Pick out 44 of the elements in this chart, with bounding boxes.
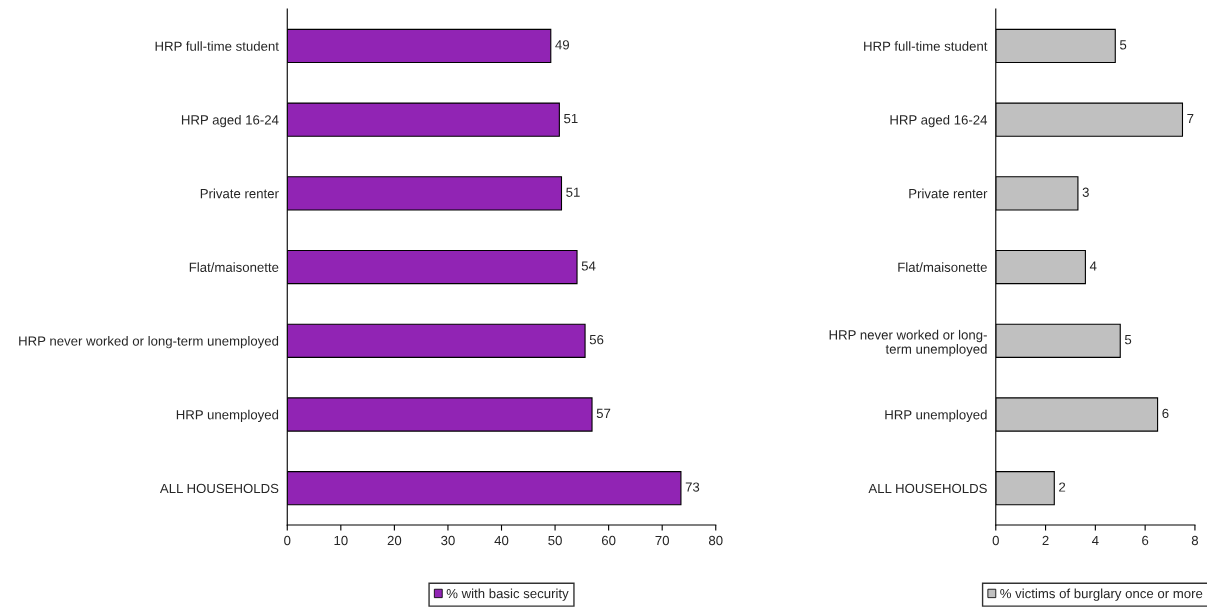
y-tick-label: HRP unemployed bbox=[176, 409, 279, 423]
y-tick-label: ALL HOUSEHOLDS bbox=[159, 483, 279, 494]
data-label: 51 bbox=[564, 114, 578, 124]
x-tick-label: 2 bbox=[1042, 535, 1049, 546]
data-label: 7 bbox=[1187, 114, 1194, 124]
data-label: 5 bbox=[1124, 335, 1132, 345]
data-label: 51 bbox=[566, 187, 580, 197]
data-label: 6 bbox=[1162, 408, 1169, 419]
y-tick-label: HRP aged 16-24 bbox=[181, 114, 279, 128]
data-label: 57 bbox=[596, 408, 611, 419]
x-tick-label: 0 bbox=[992, 535, 999, 546]
data-label: 56 bbox=[589, 334, 604, 345]
x-tick-label: 10 bbox=[334, 535, 348, 546]
x-tick-label: 4 bbox=[1091, 535, 1099, 546]
x-tick-label: 0 bbox=[284, 535, 291, 546]
x-tick-label: 20 bbox=[387, 535, 402, 546]
x-tick-label: 6 bbox=[1142, 535, 1149, 546]
y-tick-label: Private renter bbox=[200, 188, 279, 199]
y-tick-label: ALL HOUSEHOLDS bbox=[868, 483, 987, 494]
data-label: 4 bbox=[1089, 261, 1097, 271]
y-tick-label: HRP never worked or long- term unemployed bbox=[829, 329, 987, 357]
y-tick-label: Flat/maisonette bbox=[898, 262, 987, 272]
x-tick-label: 80 bbox=[708, 535, 723, 546]
data-label: 3 bbox=[1082, 187, 1089, 197]
x-tick-label: 8 bbox=[1191, 535, 1199, 546]
data-label: 54 bbox=[581, 261, 596, 271]
y-tick-label: Flat/maisonette bbox=[189, 262, 279, 272]
y-tick-label: HRP aged 16-24 bbox=[890, 114, 988, 128]
x-tick-label: 30 bbox=[441, 535, 455, 546]
data-label: 49 bbox=[555, 40, 569, 50]
y-tick-label: HRP unemployed bbox=[885, 409, 987, 423]
x-tick-label: 50 bbox=[548, 535, 562, 546]
x-tick-label: 60 bbox=[601, 535, 616, 546]
y-tick-label: HRP never worked or long-term unemployed bbox=[19, 336, 279, 349]
x-tick-label: 40 bbox=[494, 535, 509, 546]
x-tick-label: 70 bbox=[655, 535, 670, 546]
legend-label: % victims of burglary once or more bbox=[1000, 588, 1203, 601]
y-tick-label: Private renter bbox=[909, 188, 988, 199]
y-tick-label: HRP full-time student bbox=[864, 41, 988, 51]
data-label: 2 bbox=[1059, 482, 1066, 492]
y-tick-label: HRP full-time student bbox=[155, 41, 279, 51]
data-label: 5 bbox=[1119, 40, 1127, 50]
legend-label: % with basic security bbox=[446, 588, 569, 601]
data-label: 73 bbox=[685, 482, 700, 492]
